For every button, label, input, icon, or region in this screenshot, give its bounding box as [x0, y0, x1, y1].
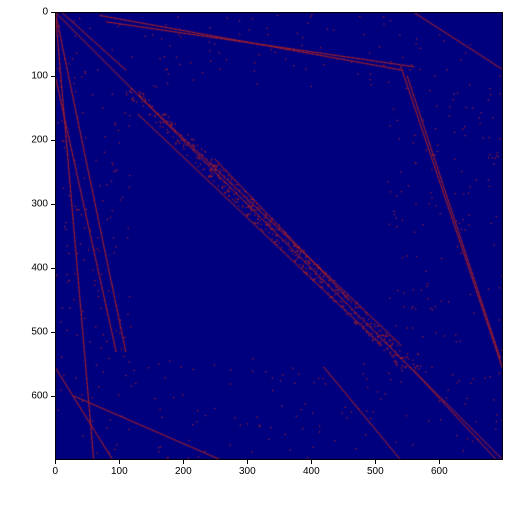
axis-tick-mark: [375, 460, 376, 464]
spy-plot-canvas: [55, 12, 503, 460]
axis-tick-mark: [119, 460, 120, 464]
axis-tick-mark: [51, 140, 55, 141]
axis-tick-mark: [51, 268, 55, 269]
figure: 0 100 200 300 400 500 600 0 100 200 300 400 500 600: [0, 0, 518, 510]
axis-tick-mark: [311, 460, 312, 464]
axis-tick-label: 400: [303, 466, 320, 477]
axis-tick-label: 400: [31, 263, 48, 274]
axis-tick-label: 100: [111, 466, 128, 477]
axis-tick-label: 0: [53, 466, 59, 477]
axis-tick-label: 0: [42, 7, 48, 18]
axis-tick-label: 500: [31, 327, 48, 338]
axis-tick-label: 200: [175, 466, 192, 477]
axis-tick-mark: [439, 460, 440, 464]
axis-tick-mark: [51, 332, 55, 333]
axis-tick-label: 600: [31, 391, 48, 402]
axis-tick-mark: [51, 396, 55, 397]
axis-tick-mark: [183, 460, 184, 464]
axis-tick-mark: [51, 76, 55, 77]
axis-tick-label: 500: [367, 466, 384, 477]
axis-tick-label: 100: [31, 71, 48, 82]
axis-tick-label: 600: [431, 466, 448, 477]
axis-tick-label: 200: [31, 135, 48, 146]
axis-tick-label: 300: [31, 199, 48, 210]
axis-tick-mark: [51, 12, 55, 13]
axis-tick-mark: [51, 204, 55, 205]
axis-tick-mark: [55, 460, 56, 464]
axis-tick-mark: [247, 460, 248, 464]
axis-tick-label: 300: [239, 466, 256, 477]
